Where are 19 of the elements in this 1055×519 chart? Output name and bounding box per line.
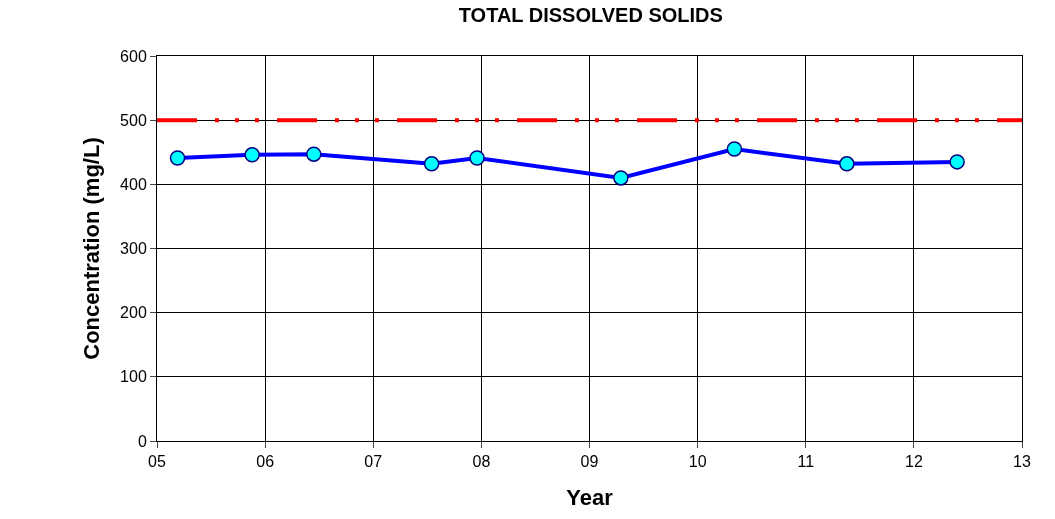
x-axis-title: Year	[566, 485, 614, 511]
x-tick-label: 12	[904, 453, 923, 471]
x-tick-label: 07	[364, 453, 383, 471]
y-tick-label: 500	[120, 111, 147, 129]
x-tick-label: 05	[148, 453, 166, 471]
y-tick-label: 200	[120, 304, 147, 322]
y-tick-label: 400	[120, 175, 147, 193]
x-tick-label: 09	[580, 453, 599, 471]
x-tick-label: 08	[472, 453, 491, 471]
y-tick-label: 100	[120, 368, 147, 386]
y-tick-label: 300	[120, 240, 147, 258]
x-tick-label: 13	[1013, 453, 1031, 471]
x-tick-label: 11	[797, 453, 815, 471]
y-tick-label: 600	[120, 47, 147, 65]
y-tick-label: 0	[137, 432, 147, 450]
x-tick-label: 06	[256, 453, 275, 471]
y-axis-title: Concentration (mg/L)	[78, 137, 104, 360]
chart-title: TOTAL DISSOLVED SOLIDS	[458, 3, 723, 26]
x-tick-label: 10	[688, 453, 707, 471]
